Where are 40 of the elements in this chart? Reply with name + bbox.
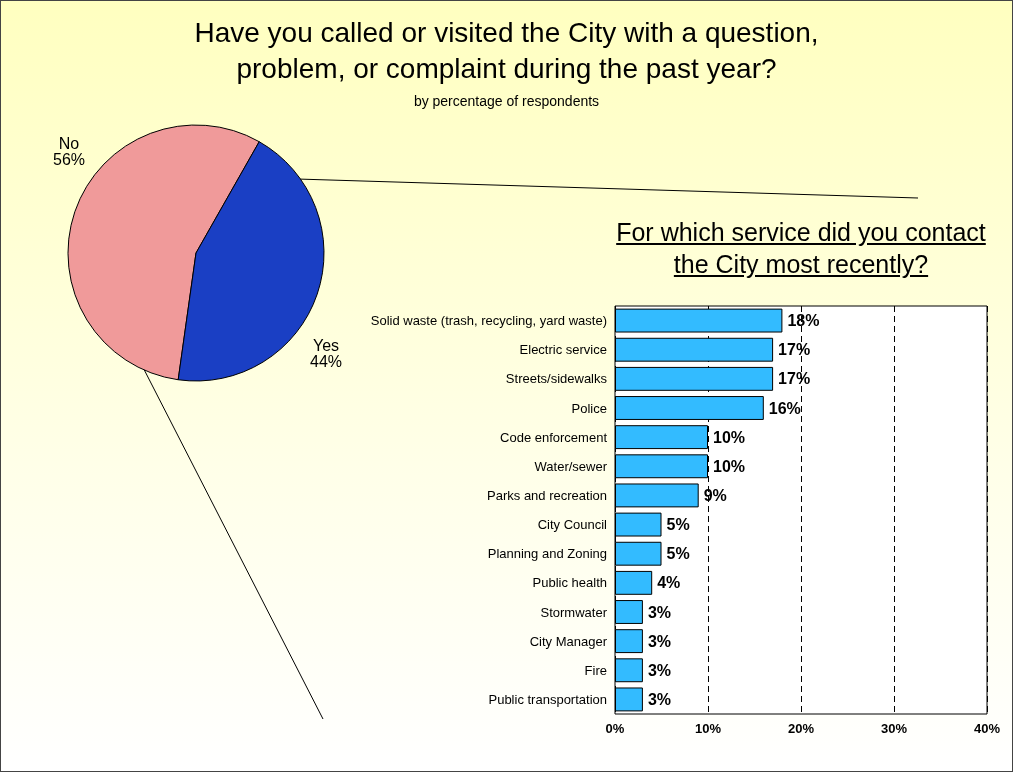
y-tick-label: Public health: [532, 575, 607, 591]
data-label: 56%: [52, 150, 86, 168]
text: Have you called or visited the City with a question, problem, or complaint during the past year?: [194, 16, 819, 84]
slice-label: No: [58, 134, 80, 152]
x-tick-label: 0%: [605, 721, 625, 736]
data-label: 9%: [703, 486, 727, 504]
data-label: 4%: [657, 574, 681, 592]
data-label: 3%: [647, 661, 672, 679]
data-label: 3%: [647, 603, 672, 621]
y-tick-label: Police: [571, 400, 607, 416]
data-label: 10%: [713, 457, 746, 475]
data-label: 17%: [778, 341, 811, 359]
slice-label: Yes: [312, 336, 340, 354]
x-tick-label: 10%: [694, 721, 722, 736]
chart-title: For which service did you contact the City most recently?: [615, 217, 987, 280]
y-tick-label: Code enforcement: [500, 429, 608, 445]
y-tick-label: Stormwater: [540, 604, 608, 620]
y-tick-label: Streets/sidewalks: [505, 371, 608, 387]
data-label: 44%: [309, 352, 343, 370]
x-tick-label: 40%: [973, 721, 1001, 736]
y-tick-label: Electric service: [519, 342, 607, 358]
x-tick-label: 30%: [880, 721, 908, 736]
x-tick-label: 20%: [787, 721, 815, 736]
y-tick-label: Planning and Zoning: [487, 546, 607, 562]
data-label: 5%: [666, 516, 690, 534]
y-tick-label: Fire: [584, 662, 607, 678]
y-tick-label: City Council: [537, 517, 608, 533]
data-label: 3%: [647, 690, 672, 708]
y-tick-label: Water/sewer: [534, 458, 608, 474]
data-label: 10%: [713, 428, 746, 446]
data-label: 17%: [778, 370, 811, 388]
y-tick-label: City Manager: [529, 633, 608, 649]
data-label: 18%: [787, 312, 820, 330]
data-label: 16%: [768, 399, 801, 417]
y-tick-label: Solid waste (trash, recycling, yard waste): [370, 313, 607, 329]
y-tick-label: Public transportation: [488, 691, 607, 707]
data-label: 3%: [647, 632, 672, 650]
data-label: 5%: [666, 545, 690, 563]
y-tick-label: Parks and recreation: [487, 487, 607, 503]
text: by percentage of respondents: [413, 93, 600, 109]
